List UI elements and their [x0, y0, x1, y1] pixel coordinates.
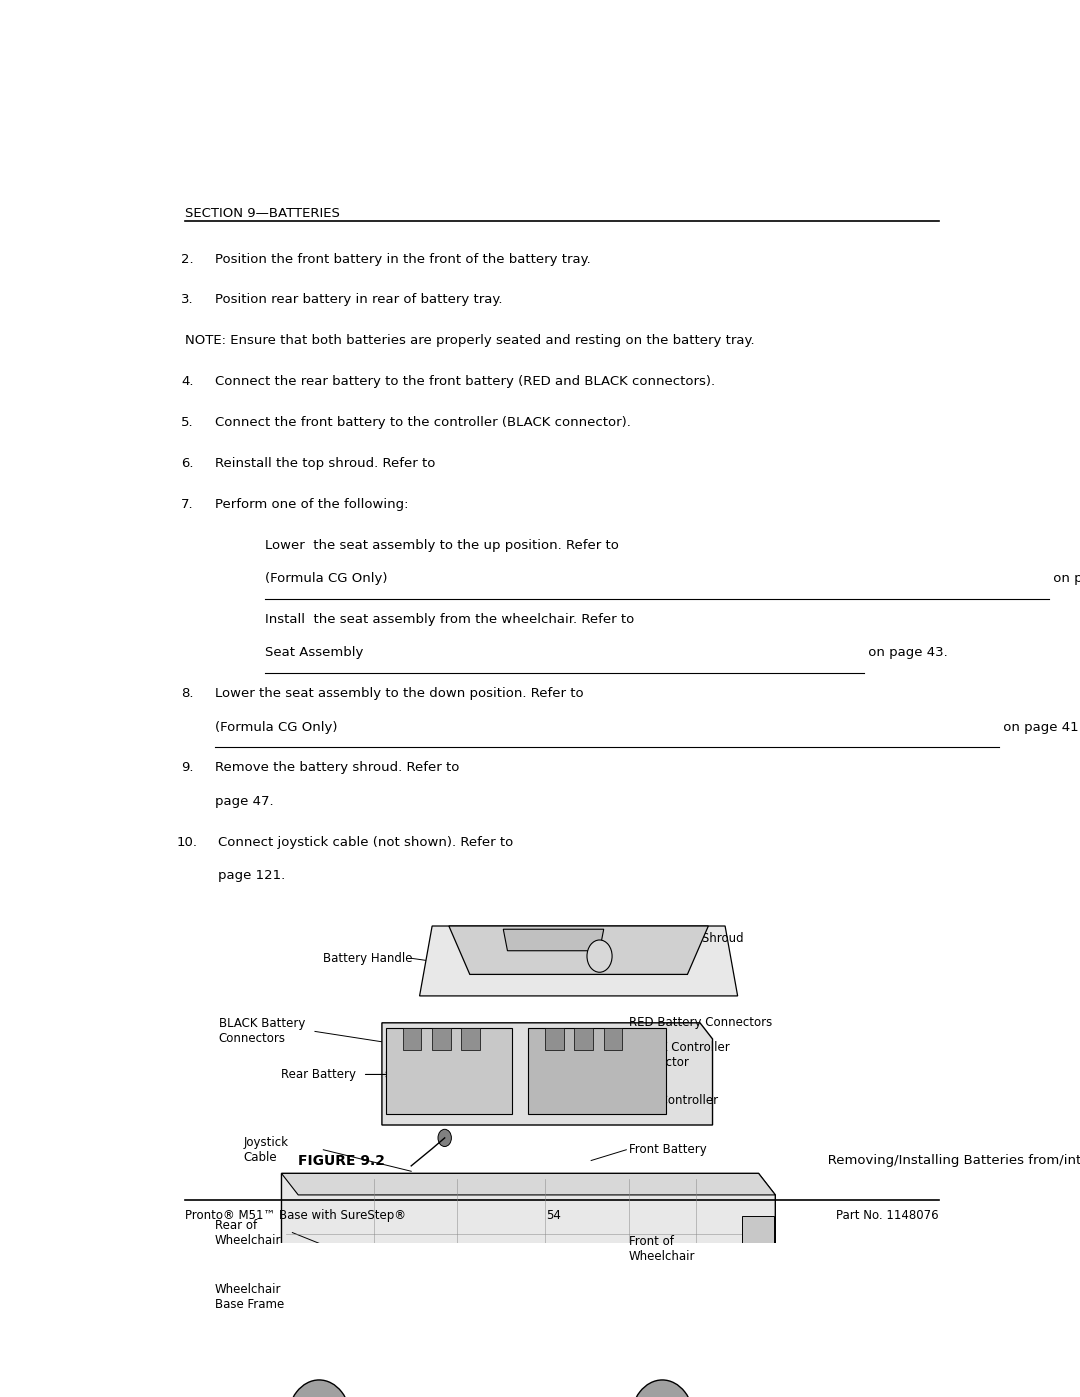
- Text: 6.: 6.: [181, 457, 193, 469]
- Polygon shape: [461, 1028, 480, 1049]
- Polygon shape: [449, 926, 708, 975]
- Polygon shape: [742, 1217, 773, 1270]
- Text: BLACK Battery
Connectors: BLACK Battery Connectors: [218, 1017, 305, 1045]
- Text: 3.: 3.: [181, 293, 193, 306]
- Text: SECTION 9—BATTERIES: SECTION 9—BATTERIES: [186, 207, 340, 221]
- Text: Connect joystick cable (not shown). Refer to: Connect joystick cable (not shown). Refe…: [218, 835, 517, 848]
- Polygon shape: [282, 1173, 775, 1194]
- Text: 54: 54: [546, 1208, 561, 1222]
- Text: Lower  the seat assembly to the up position. Refer to: Lower the seat assembly to the up positi…: [265, 539, 623, 552]
- Text: 10.: 10.: [177, 835, 198, 848]
- Text: (Formula CG Only): (Formula CG Only): [265, 573, 388, 585]
- Text: page 121.: page 121.: [218, 869, 285, 882]
- Text: Part No. 1148076: Part No. 1148076: [836, 1208, 939, 1222]
- Text: page 47.: page 47.: [215, 795, 273, 807]
- Text: RED Battery Connectors: RED Battery Connectors: [629, 1016, 772, 1030]
- Circle shape: [588, 940, 612, 972]
- Text: 4.: 4.: [181, 376, 193, 388]
- Polygon shape: [387, 1028, 512, 1115]
- Polygon shape: [282, 1173, 775, 1397]
- Text: Rear of
Wheelchair: Rear of Wheelchair: [215, 1218, 281, 1246]
- Text: Rear Battery: Rear Battery: [282, 1067, 356, 1081]
- Text: Joystick
Cable: Joystick Cable: [244, 1136, 288, 1164]
- Text: FIGURE 9.2: FIGURE 9.2: [298, 1154, 386, 1168]
- Text: 5.: 5.: [181, 416, 193, 429]
- Text: 8.: 8.: [181, 687, 193, 700]
- Text: NOTE: Ensure that both batteries are properly seated and resting on the battery : NOTE: Ensure that both batteries are pro…: [186, 334, 755, 348]
- Text: Position the front battery in the front of the battery tray.: Position the front battery in the front …: [215, 253, 591, 265]
- Text: 7.: 7.: [181, 497, 193, 511]
- Polygon shape: [382, 1023, 713, 1125]
- Text: Install  the seat assembly from the wheelchair. Refer to: Install the seat assembly from the wheel…: [265, 613, 638, 626]
- Circle shape: [631, 1380, 694, 1397]
- Circle shape: [287, 1380, 351, 1397]
- Text: Reinstall the top shroud. Refer to: Reinstall the top shroud. Refer to: [215, 457, 440, 469]
- Text: (Formula CG Only): (Formula CG Only): [215, 721, 337, 733]
- Polygon shape: [503, 929, 604, 951]
- Polygon shape: [420, 926, 738, 996]
- Polygon shape: [604, 1028, 622, 1049]
- Text: Connect the front battery to the controller (BLACK connector).: Connect the front battery to the control…: [215, 416, 631, 429]
- Text: on page 41.: on page 41.: [1049, 573, 1080, 585]
- Text: Battery Shroud: Battery Shroud: [653, 932, 743, 946]
- Text: Seat Assembly: Seat Assembly: [265, 647, 363, 659]
- Text: Removing/Installing Batteries from/into Battery Tray: Removing/Installing Batteries from/into …: [814, 1154, 1080, 1166]
- Text: on page 41.: on page 41.: [999, 721, 1080, 733]
- Text: Wheelchair
Base Frame: Wheelchair Base Frame: [215, 1282, 284, 1312]
- Text: Front Battery: Front Battery: [629, 1143, 706, 1157]
- Polygon shape: [575, 1028, 593, 1049]
- Text: Battery Handle: Battery Handle: [323, 951, 413, 965]
- Polygon shape: [432, 1028, 450, 1049]
- Text: Pronto® M51™ Base with SureStep®: Pronto® M51™ Base with SureStep®: [186, 1208, 406, 1222]
- Text: Remove the battery shroud. Refer to: Remove the battery shroud. Refer to: [215, 761, 463, 774]
- Text: Position rear battery in rear of battery tray.: Position rear battery in rear of battery…: [215, 293, 502, 306]
- Text: Lower the seat assembly to the down position. Refer to: Lower the seat assembly to the down posi…: [215, 687, 588, 700]
- Text: Connect the rear battery to the front battery (RED and BLACK connectors).: Connect the rear battery to the front ba…: [215, 376, 715, 388]
- Circle shape: [438, 1129, 451, 1147]
- Text: Front of
Wheelchair: Front of Wheelchair: [629, 1235, 696, 1263]
- Text: Perform one of the following:: Perform one of the following:: [215, 497, 408, 511]
- Text: Plug into Controller: Plug into Controller: [604, 1094, 718, 1106]
- Polygon shape: [545, 1028, 564, 1049]
- Polygon shape: [528, 1028, 666, 1115]
- Polygon shape: [403, 1028, 421, 1049]
- Text: 2.: 2.: [181, 253, 193, 265]
- Text: BLACK Controller
Connector: BLACK Controller Connector: [629, 1041, 730, 1069]
- Text: on page 43.: on page 43.: [864, 647, 948, 659]
- Text: 9.: 9.: [181, 761, 193, 774]
